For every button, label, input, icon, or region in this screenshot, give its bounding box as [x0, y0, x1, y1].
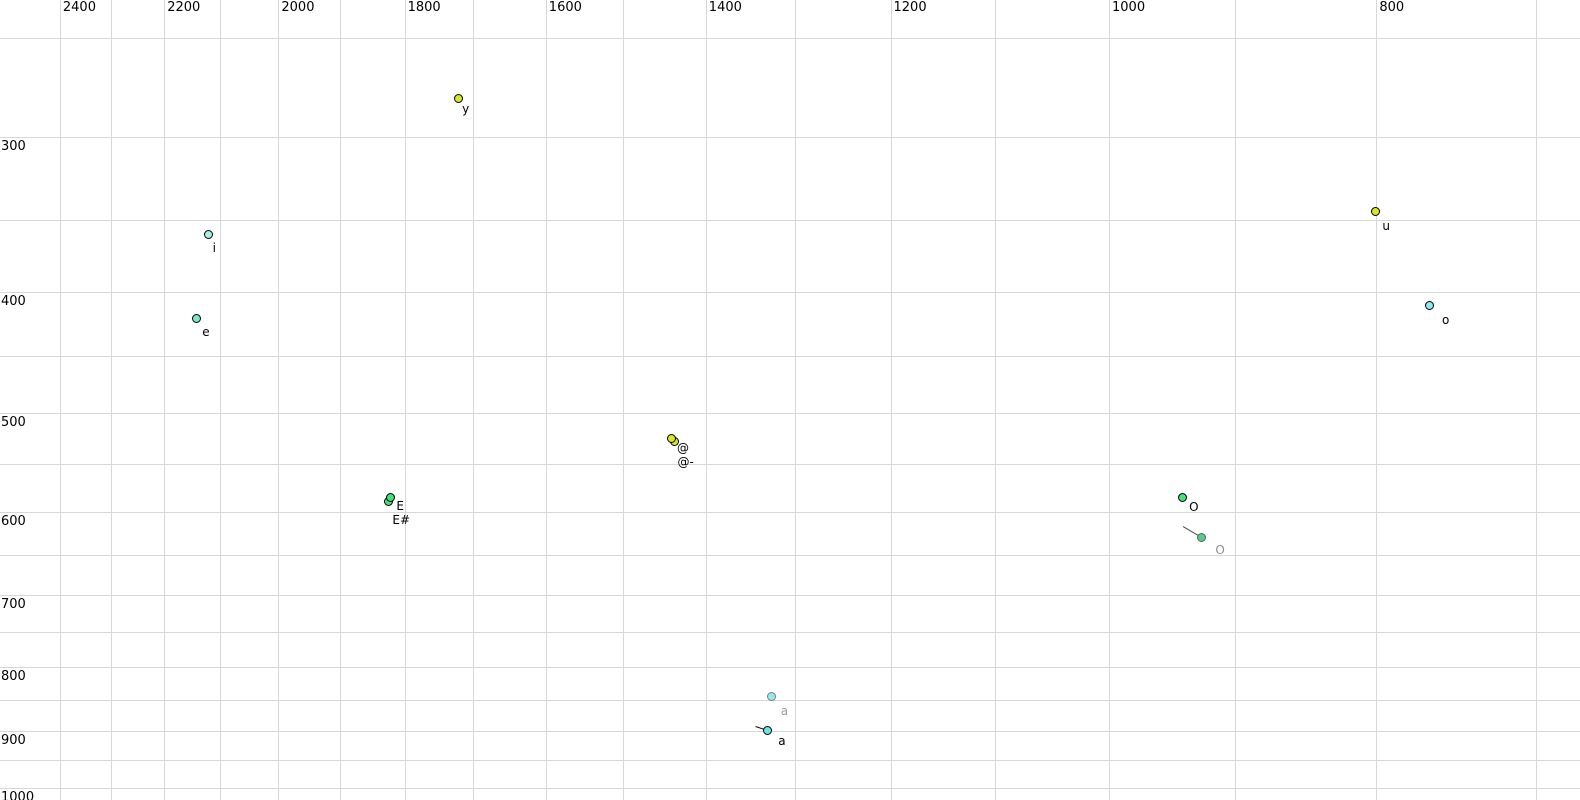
y-axis-tick-label: 500: [1, 414, 26, 430]
y-axis-tick-label: 900: [1, 732, 26, 748]
vertical-gridline: [705, 0, 707, 800]
horizontal-gridline: [0, 511, 1580, 513]
horizontal-gridline: [0, 464, 1580, 466]
y-axis-tick-label: 1000: [1, 789, 35, 800]
horizontal-gridline: [0, 292, 1580, 294]
horizontal-gridline: [0, 220, 1580, 221]
vertical-gridline: [404, 0, 406, 800]
point-label-i: i: [212, 241, 216, 256]
point-label-O: O: [1189, 499, 1199, 514]
horizontal-gridline: [0, 355, 1580, 357]
horizontal-gridline: [0, 594, 1580, 596]
data-point-u: [1371, 207, 1381, 217]
point-label-O: O: [1215, 542, 1225, 557]
horizontal-gridline: [0, 38, 1580, 40]
point-label-u: u: [1382, 219, 1390, 234]
point-label-e: e: [202, 324, 210, 339]
point-label-a: a: [780, 703, 789, 718]
horizontal-gridline: [0, 667, 1580, 668]
point-label-o: o: [1442, 312, 1450, 327]
vertical-gridline: [1376, 0, 1378, 800]
data-point-o: [1425, 300, 1434, 310]
vertical-gridline: [473, 0, 475, 800]
x-axis-tick-label: 1600: [548, 0, 582, 15]
x-axis-tick-label: 2200: [167, 0, 201, 15]
vertical-gridline: [1235, 0, 1237, 800]
horizontal-gridline: [0, 136, 1580, 138]
vertical-gridline: [545, 0, 547, 800]
y-axis-tick-label: 800: [1, 669, 26, 684]
data-point-O: [1178, 492, 1188, 502]
point-label-E#: E#: [392, 512, 411, 527]
vertical-gridline: [339, 0, 341, 800]
x-axis-tick-label: 2400: [62, 0, 96, 15]
x-axis-tick-label: 1800: [407, 0, 441, 15]
data-point-a: [766, 691, 776, 701]
vertical-gridline: [164, 0, 166, 800]
horizontal-gridline: [0, 730, 1580, 732]
point-label-E: E: [396, 498, 404, 513]
horizontal-gridline: [0, 787, 1580, 789]
vertical-gridline: [623, 0, 625, 800]
point-label-@: @: [677, 441, 689, 456]
vertical-gridline: [890, 0, 892, 800]
y-axis-tick-label: 400: [1, 294, 26, 310]
y-axis-tick-label: 700: [1, 596, 26, 612]
x-axis-tick-label: 1000: [1112, 0, 1146, 15]
data-point-@: [667, 434, 676, 444]
horizontal-gridline: [0, 699, 1580, 701]
point-label-y: y: [462, 102, 470, 117]
data-point-E: [386, 492, 396, 502]
point-label-@-: @-: [677, 455, 694, 470]
y-axis-tick-label: 600: [1, 513, 26, 529]
x-axis-tick-label: 1200: [893, 0, 927, 15]
horizontal-gridline: [0, 412, 1580, 414]
horizontal-gridline: [0, 632, 1580, 634]
horizontal-gridline: [0, 760, 1580, 761]
vertical-gridline: [59, 0, 61, 800]
data-point-e: [192, 313, 202, 323]
data-point-a: [763, 725, 773, 735]
vertical-gridline: [1109, 0, 1110, 800]
x-axis-tick-label: 2000: [281, 0, 315, 15]
vertical-gridline: [794, 0, 796, 800]
vertical-gridline: [219, 0, 221, 800]
data-point-y: [454, 94, 464, 104]
point-label-a: a: [778, 733, 786, 748]
data-point-O: [1197, 532, 1207, 542]
vertical-gridline: [1536, 0, 1538, 800]
vertical-gridline: [110, 0, 112, 800]
vertical-gridline: [278, 0, 280, 800]
horizontal-gridline: [0, 554, 1580, 556]
x-axis-tick-label: 1400: [708, 0, 742, 15]
vertical-gridline: [994, 0, 996, 800]
y-axis-tick-label: 300: [1, 138, 26, 154]
x-axis-tick-label: 800: [1379, 0, 1405, 15]
data-point-i: [203, 230, 213, 240]
